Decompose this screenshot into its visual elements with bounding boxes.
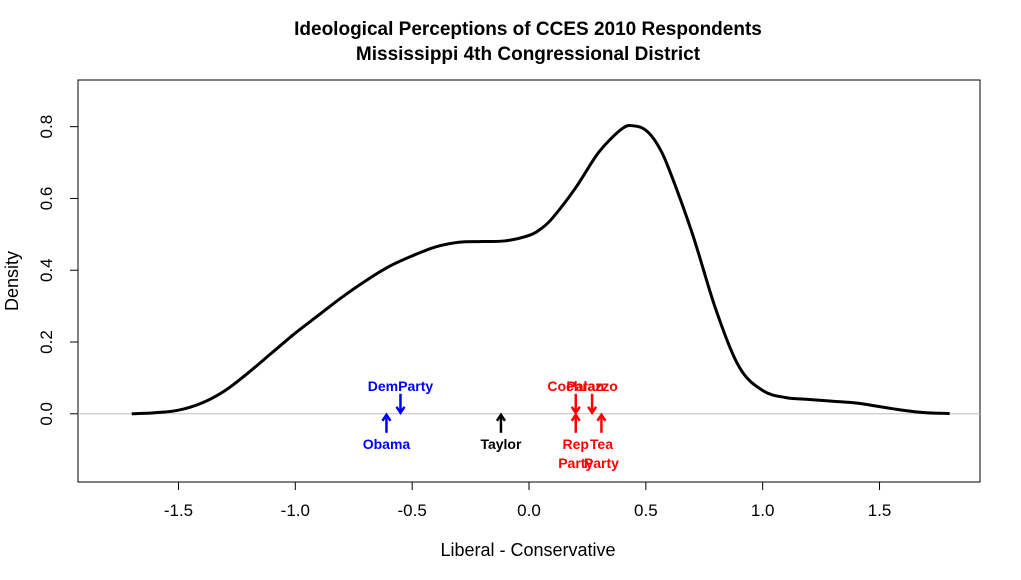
chart-subtitle: Mississippi 4th Congressional District bbox=[356, 44, 701, 65]
axes: -1.5 -1.0 -0.5 0.0 0.5 1.0 1.5 0.0 0.2 0.4 0.6 0.8 bbox=[37, 115, 891, 520]
x-tick-label: 1.5 bbox=[868, 501, 892, 520]
annotation-label: Rep Party bbox=[558, 436, 593, 471]
annotation-marker: Taylor bbox=[480, 412, 522, 452]
annotation-arrowhead bbox=[587, 406, 598, 416]
annotation-marker: Rep Party bbox=[558, 412, 593, 471]
annotation-markers: DemParty Obama Taylor Cochran Rep Party Palazz… bbox=[363, 378, 619, 471]
y-tick-label: 0.4 bbox=[37, 258, 56, 282]
annotation-arrowhead bbox=[495, 412, 506, 422]
annotation-label: Tea Party bbox=[584, 436, 619, 471]
density-curve bbox=[131, 123, 950, 416]
annotation-label: Taylor bbox=[480, 436, 522, 452]
annotation-marker: Cochran bbox=[547, 378, 604, 416]
annotation-label: Palazzo bbox=[566, 378, 617, 394]
y-tick-label: 0.2 bbox=[37, 330, 56, 354]
annotation-marker: DemParty bbox=[368, 378, 434, 416]
annotation-arrowhead bbox=[596, 412, 607, 422]
x-tick-label: 1.0 bbox=[751, 501, 775, 520]
chart-title: Ideological Perceptions of CCES 2010 Res… bbox=[294, 19, 762, 40]
annotation-marker: Tea Party bbox=[584, 412, 619, 471]
x-tick-label: 0.0 bbox=[517, 501, 541, 520]
annotation-arrowhead bbox=[570, 412, 581, 422]
y-tick-label: 0.8 bbox=[37, 115, 56, 139]
x-tick-label: 0.5 bbox=[634, 501, 658, 520]
annotation-marker: Palazzo bbox=[566, 378, 618, 416]
plot-frame bbox=[77, 79, 981, 483]
annotation-arrowhead bbox=[395, 406, 406, 416]
x-axis-label: Liberal - Conservative bbox=[440, 540, 615, 560]
y-axis-label: Density bbox=[2, 251, 22, 311]
x-tick-label: -1.5 bbox=[164, 501, 193, 520]
x-tick-label: -1.0 bbox=[281, 501, 310, 520]
x-tick-label: -0.5 bbox=[398, 501, 427, 520]
annotation-label: DemParty bbox=[368, 378, 434, 394]
annotation-arrowhead bbox=[381, 412, 392, 422]
y-tick-label: 0.0 bbox=[37, 402, 56, 426]
annotation-marker: Obama bbox=[363, 412, 411, 452]
annotation-label: Obama bbox=[363, 436, 411, 452]
annotation-label: Cochran bbox=[547, 378, 604, 394]
density-curve-group bbox=[131, 123, 950, 416]
y-tick-label: 0.6 bbox=[37, 187, 56, 211]
